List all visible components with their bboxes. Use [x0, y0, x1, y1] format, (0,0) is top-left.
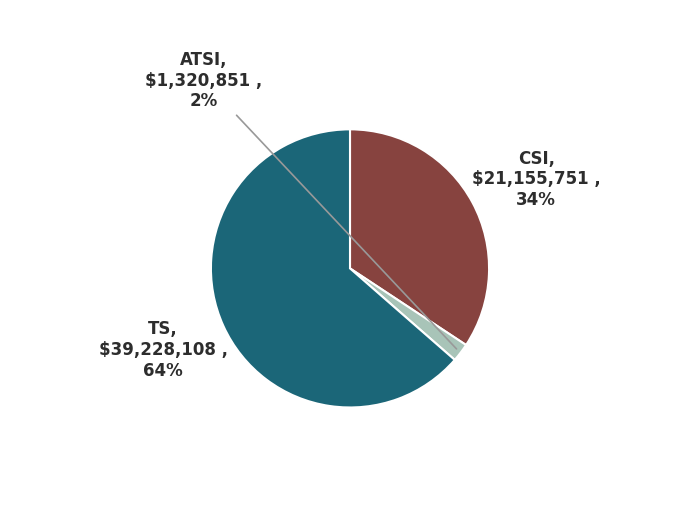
- Wedge shape: [350, 129, 489, 345]
- Wedge shape: [350, 268, 466, 360]
- Text: TS,
$39,228,108 ,
64%: TS, $39,228,108 , 64%: [99, 320, 228, 380]
- Text: ATSI,
$1,320,851 ,
2%: ATSI, $1,320,851 , 2%: [146, 51, 456, 349]
- Text: CSI,
$21,155,751 ,
34%: CSI, $21,155,751 , 34%: [472, 150, 601, 209]
- Wedge shape: [211, 129, 455, 408]
